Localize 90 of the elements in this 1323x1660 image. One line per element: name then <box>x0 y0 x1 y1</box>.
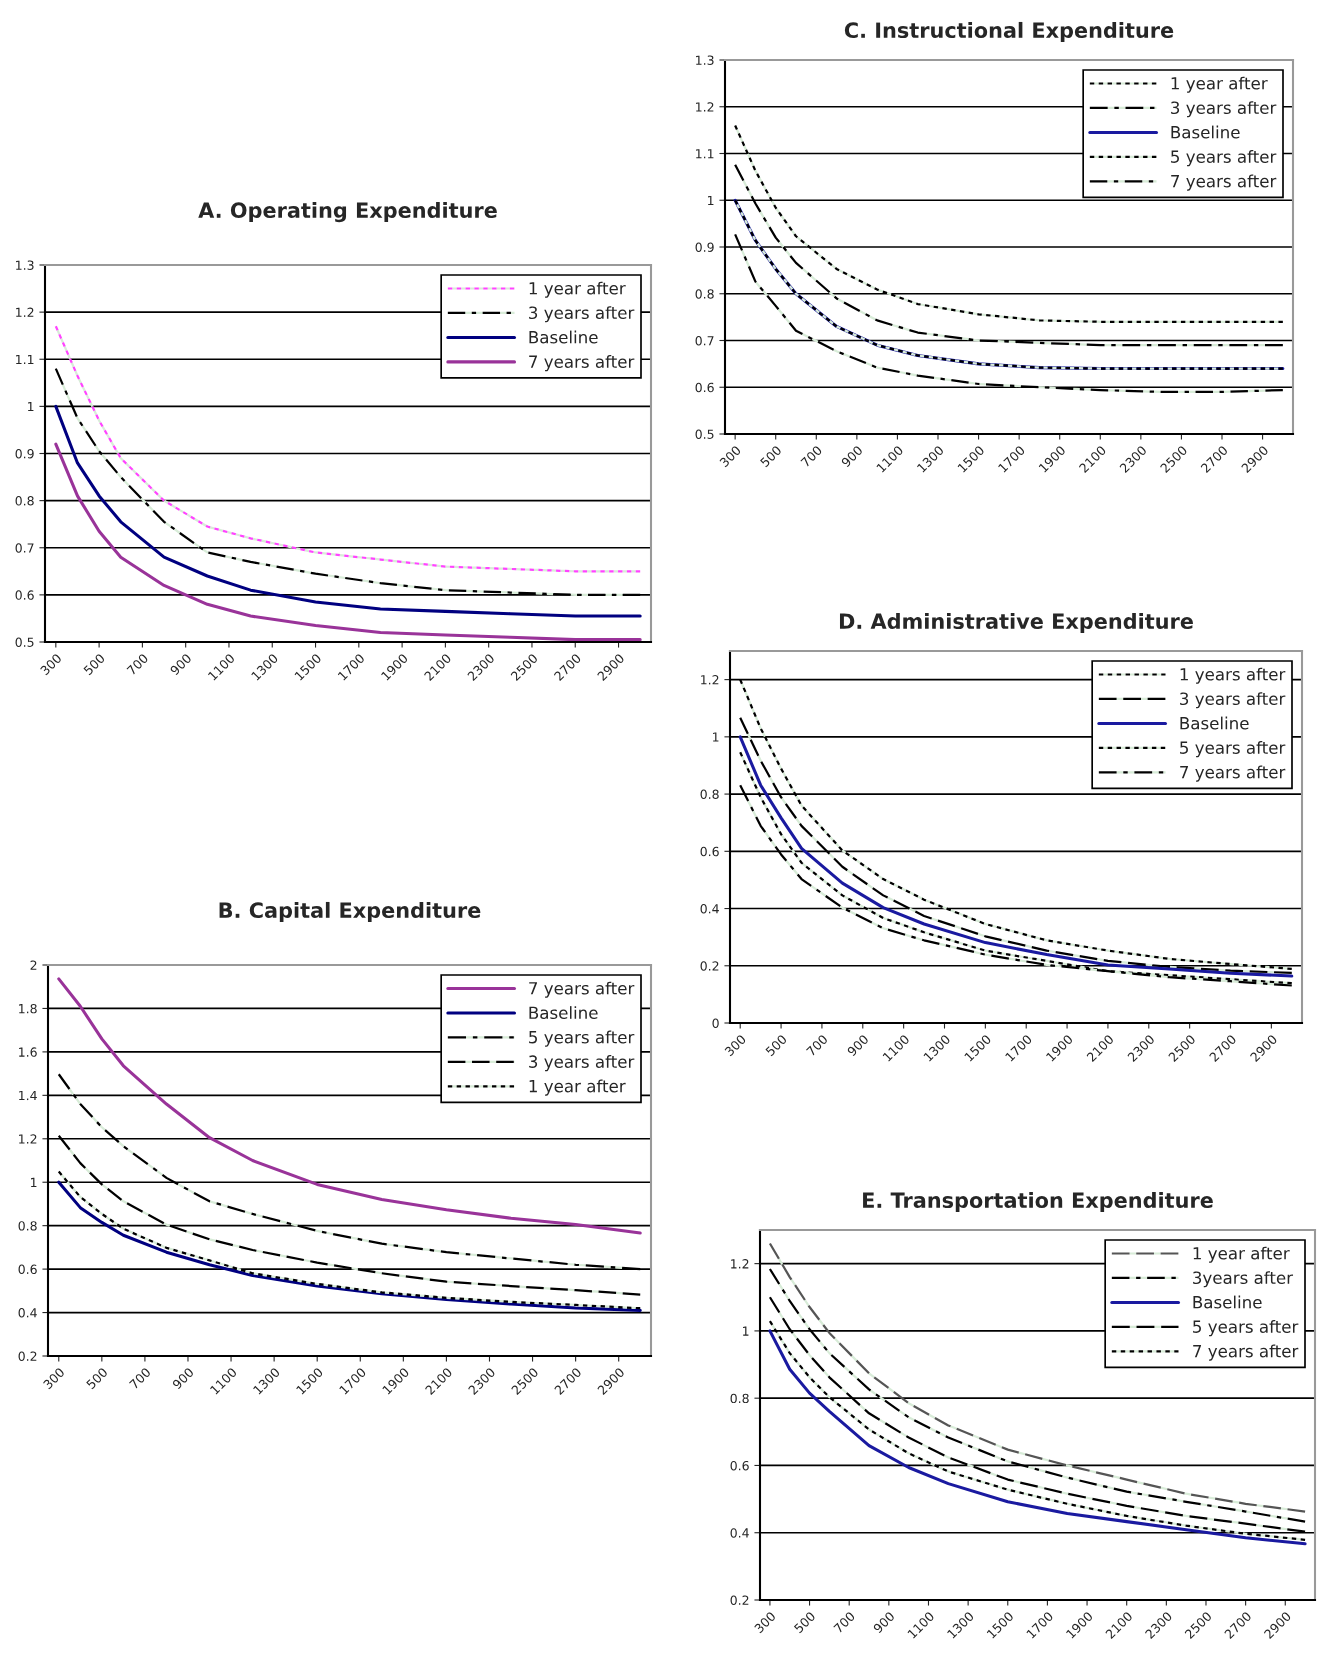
x-tick-label: 900 <box>169 653 192 676</box>
y-tick-label: 0.9 <box>695 242 714 252</box>
y-tick-label: 0.6 <box>695 382 714 393</box>
x-tick-label: 700 <box>833 1611 856 1634</box>
y-tick-label: 0.5 <box>695 429 714 439</box>
y-tick-label: 1.4 <box>19 1090 37 1101</box>
legend-label: 1 year after <box>529 1079 626 1096</box>
chart-title: D. Administrative Expenditure <box>839 612 1193 634</box>
y-tick-label: 1.2 <box>701 675 719 685</box>
x-tick-label: 900 <box>840 445 864 468</box>
chart-title: A. Operating Expenditure <box>198 201 497 223</box>
y-tick-label: 0.8 <box>18 1221 37 1231</box>
legend-label: Baseline <box>1193 1295 1262 1309</box>
y-tick-label: 1.2 <box>696 102 714 112</box>
y-tick-label: 1 <box>31 1177 37 1187</box>
y-tick-label: 1 <box>28 402 34 412</box>
x-tick-label: 300 <box>42 1367 66 1390</box>
y-tick-label: 1 <box>743 1326 749 1336</box>
y-tick-label: 0.8 <box>15 496 34 506</box>
y-tick-label: 0.7 <box>695 335 714 346</box>
x-tick-label: 700 <box>805 1034 829 1057</box>
x-tick-label: 500 <box>765 1034 788 1057</box>
y-tick-label: 1.6 <box>19 1047 37 1057</box>
x-tick-label: 300 <box>753 1611 777 1634</box>
legend-label: 3 years after <box>1180 692 1286 709</box>
y-tick-label: 0.7 <box>15 543 34 553</box>
y-tick-label: 1.2 <box>731 1259 749 1269</box>
x-tick-label: 900 <box>846 1034 870 1057</box>
legend-label: 7 years after <box>1171 174 1277 191</box>
chart-title: B. Capital Expenditure <box>219 901 481 923</box>
y-tick-label: 1.3 <box>16 260 34 270</box>
legend-label: Baseline <box>529 1006 598 1020</box>
legend-label: 3 years after <box>1171 101 1277 118</box>
legend-label: Baseline <box>529 330 598 344</box>
y-tick-label: 0.6 <box>730 1460 749 1471</box>
legend-label: 3years after <box>1193 1271 1294 1288</box>
y-tick-label: 1.2 <box>19 1134 37 1144</box>
legend-label: 1 year after <box>1193 1246 1290 1263</box>
legend-label: 3 years after <box>529 1055 635 1072</box>
y-tick-label: 0.4 <box>730 1528 749 1538</box>
y-tick-label: 0.2 <box>730 1595 749 1605</box>
x-tick-label: 300 <box>719 445 742 468</box>
chart-title: C. Instructional Expenditure <box>844 21 1174 43</box>
legend-label: 5 years after <box>1180 741 1286 758</box>
x-tick-label: 700 <box>128 1367 152 1390</box>
y-tick-label: 0 <box>712 1018 719 1028</box>
y-tick-label: 0.5 <box>15 637 34 647</box>
legend-label: Baseline <box>1171 125 1240 139</box>
x-tick-label: 700 <box>800 445 823 468</box>
x-tick-label: 500 <box>83 653 106 676</box>
y-tick-label: 0.8 <box>730 1393 749 1404</box>
legend-label: 3 years after <box>529 306 635 323</box>
x-tick-label: 300 <box>724 1034 747 1057</box>
y-tick-label: 1 <box>713 732 719 742</box>
x-tick-label: 500 <box>759 445 782 468</box>
legend-label: 1 year after <box>1171 76 1268 93</box>
legend-label: 7 years after <box>529 981 635 998</box>
y-tick-label: 1.3 <box>696 55 714 65</box>
x-tick-label: 500 <box>85 1367 109 1390</box>
y-tick-label: 1.1 <box>696 149 714 159</box>
y-tick-label: 1 <box>708 195 714 205</box>
y-tick-label: 1.1 <box>16 354 34 364</box>
x-tick-label: 900 <box>872 1611 896 1634</box>
x-tick-label: 900 <box>171 1367 195 1390</box>
y-tick-label: 0.6 <box>700 846 719 857</box>
legend-label: 5 years after <box>1193 1320 1299 1337</box>
legend-label: 7 years after <box>529 355 635 372</box>
y-tick-label: 0.4 <box>700 904 719 914</box>
x-tick-label: 700 <box>126 653 149 676</box>
legend-label: 5 years after <box>1171 150 1277 167</box>
y-tick-label: 0.8 <box>695 289 714 299</box>
legend-label: 5 years after <box>529 1030 635 1047</box>
y-tick-label: 0.9 <box>15 448 34 459</box>
y-tick-label: 1.2 <box>16 307 34 317</box>
legend-label: 1 years after <box>1180 667 1286 684</box>
y-tick-label: 0.2 <box>700 961 719 971</box>
legend-label: 7 years after <box>1180 765 1286 782</box>
y-tick-label: 0.6 <box>15 590 34 600</box>
legend-label: Baseline <box>1180 716 1249 730</box>
y-tick-label: 0.2 <box>18 1351 37 1361</box>
legend-label: 7 years after <box>1193 1344 1299 1361</box>
x-tick-label: 300 <box>39 653 63 676</box>
y-tick-label: 0.6 <box>18 1264 37 1275</box>
y-tick-label: 0.8 <box>700 789 719 799</box>
x-tick-label: 500 <box>793 1611 816 1634</box>
y-tick-label: 2 <box>30 960 37 970</box>
legend-label: 1 year after <box>529 281 626 298</box>
y-tick-label: 0.4 <box>18 1308 37 1318</box>
chart-title: E. Transportation Expenditure <box>863 1191 1213 1213</box>
y-tick-label: 1.8 <box>19 1003 37 1014</box>
